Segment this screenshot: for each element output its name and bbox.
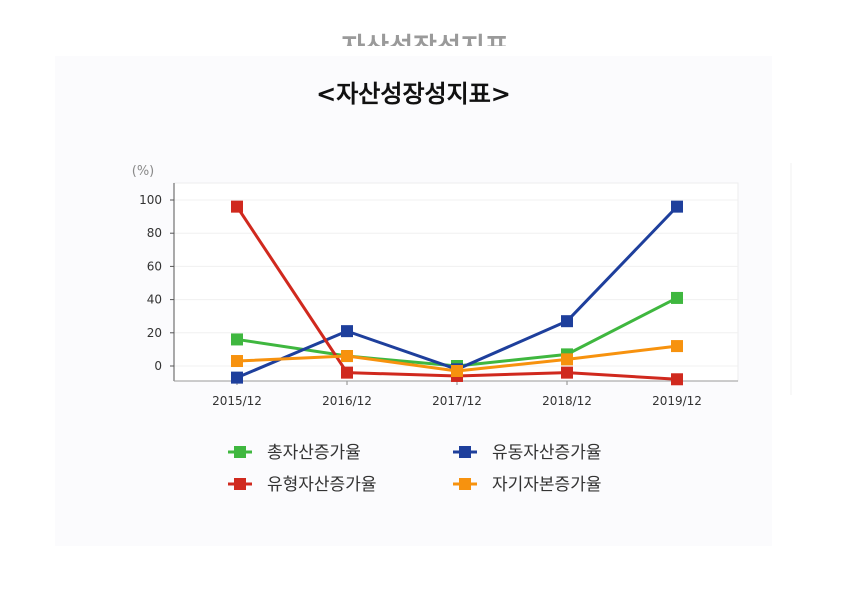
y-tick-label: 0: [154, 359, 162, 373]
x-tick-label: 2016/12: [322, 394, 372, 408]
data-point-marker[interactable]: [671, 340, 683, 353]
data-point-marker[interactable]: [561, 353, 573, 366]
data-point-marker[interactable]: [341, 366, 353, 379]
x-tick-label: 2019/12: [652, 394, 702, 408]
data-point-marker[interactable]: [231, 200, 243, 213]
y-tick-label: 80: [147, 226, 162, 240]
legend-item[interactable]: 자기자본증가율: [453, 475, 601, 495]
y-tick-label: 60: [147, 259, 162, 273]
data-point-marker[interactable]: [671, 200, 683, 213]
series-group: [231, 200, 683, 386]
data-point-marker[interactable]: [231, 333, 243, 346]
legend-label: 유동자산증가율: [492, 443, 601, 463]
y-axis-unit: (%): [132, 164, 155, 179]
data-point-marker[interactable]: [671, 291, 683, 304]
background-title: 자산성장성지표: [0, 30, 850, 46]
x-axis-ticks: 2015/12 2016/12 2017/12 2018/12 2019/12: [212, 381, 702, 408]
legend-marker: [234, 478, 246, 490]
legend-item[interactable]: 총자산증가율: [228, 443, 361, 463]
background-title-text: 자산성장성지표: [341, 33, 508, 46]
x-tick-label: 2017/12: [432, 394, 482, 408]
x-tick-label: 2018/12: [542, 394, 592, 408]
legend-marker: [459, 478, 471, 490]
legend-label: 자기자본증가율: [492, 475, 601, 495]
data-point-marker[interactable]: [341, 325, 353, 338]
legend-label: 총자산증가율: [267, 443, 361, 463]
grid-lines: [174, 199, 738, 367]
data-point-marker[interactable]: [451, 364, 463, 377]
legend-item[interactable]: 유형자산증가율: [228, 475, 376, 495]
plot-area: [173, 182, 739, 382]
y-tick-label: 40: [147, 293, 162, 307]
data-point-marker[interactable]: [671, 373, 683, 386]
data-point-marker[interactable]: [561, 366, 573, 379]
data-point-marker[interactable]: [231, 355, 243, 368]
data-point-marker[interactable]: [231, 371, 243, 384]
legend-label: 유형자산증가율: [267, 475, 376, 495]
x-tick-label: 2015/12: [212, 394, 262, 408]
legend-marker: [459, 446, 471, 458]
y-tick-label: 20: [147, 326, 162, 340]
y-tick-label: 100: [139, 193, 162, 207]
chart-title: <자산성장성지표>: [316, 80, 511, 108]
data-point-marker[interactable]: [341, 350, 353, 363]
data-point-marker[interactable]: [561, 315, 573, 328]
series-4: [231, 340, 683, 377]
y-axis-ticks: 0 20 40 60 80 100: [139, 193, 174, 373]
legend-item[interactable]: 유동자산증가율: [453, 443, 601, 463]
legend-marker: [234, 446, 246, 458]
